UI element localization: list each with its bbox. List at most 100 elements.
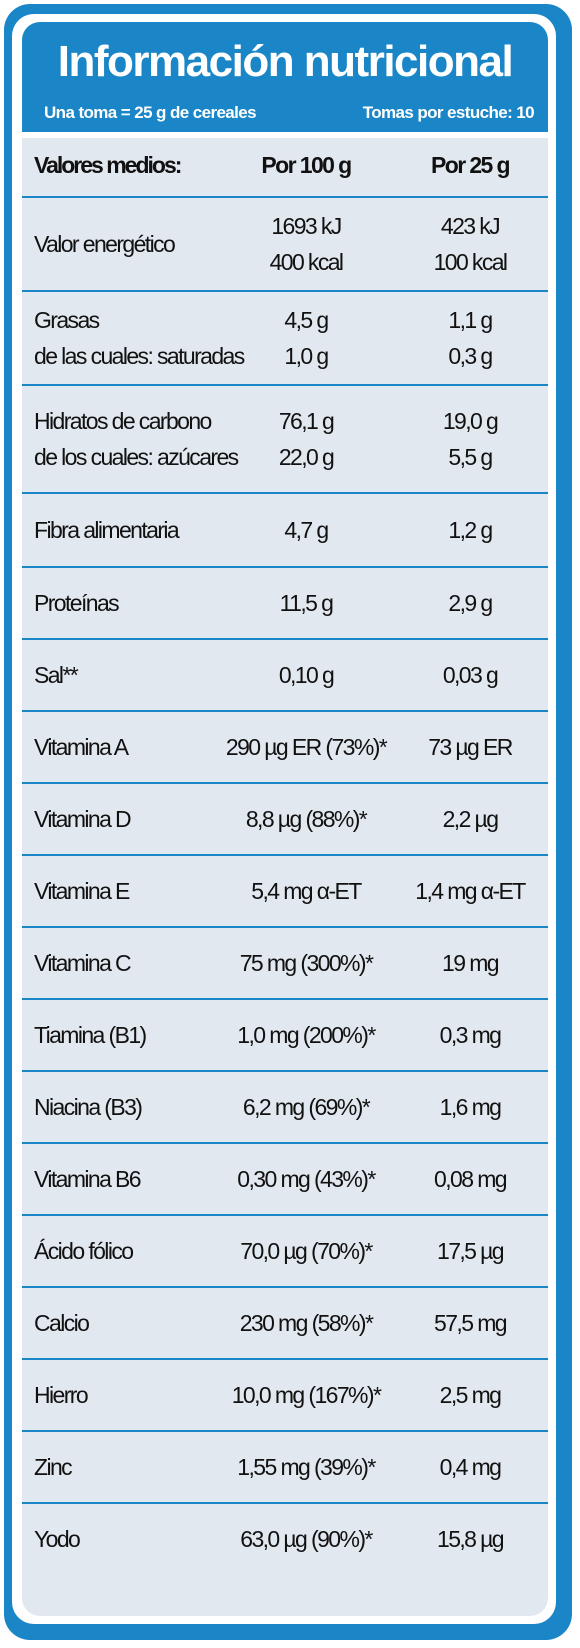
nutrient-name: de los cuales: azúcares: [34, 444, 239, 470]
table-row: Vitamina B6 0,30 mg (43%)* 0,08 mg: [22, 1144, 548, 1214]
value-per-100g: 75 mg (300%)*: [239, 950, 374, 976]
row-divider: [22, 492, 548, 494]
column-header-per-100g: Por 100 g: [261, 152, 352, 178]
value-per-100g: 63,0 µg (90%)*: [240, 1526, 373, 1552]
value-per-25g: 57,5 mg: [434, 1310, 508, 1336]
value-per-25g: 19,0 g: [442, 408, 499, 434]
value-per-25g: 15,8 µg: [437, 1526, 505, 1552]
table-row: Vitamina C 75 mg (300%)* 19 mg: [22, 928, 548, 998]
nutrient-name: Niacina (B3): [34, 1094, 143, 1120]
table-row: Tiamina (B1) 1,0 mg (200%)* 0,3 mg: [22, 1000, 548, 1070]
value-per-100g: 8,8 µg (88%)*: [245, 806, 368, 832]
value-per-100g: 0,30 mg (43%)*: [237, 1166, 376, 1192]
table-row: Hierro 10,0 mg (167%)* 2,5 mg: [22, 1360, 548, 1430]
table-row: Grasas de las cuales: saturadas 4,5 g 1,0 g…: [22, 292, 548, 384]
value-per-100g: 1,55 mg (39%)*: [237, 1454, 376, 1480]
nutrient-name: Yodo: [34, 1526, 81, 1552]
nutrient-name: Vitamina D: [34, 806, 132, 832]
table-row: Zinc 1,55 mg (39%)* 0,4 mg: [22, 1432, 548, 1502]
table-row: Yodo 63,0 µg (90%)* 15,8 µg: [22, 1504, 548, 1574]
value-per-25g: 19 mg: [442, 950, 500, 976]
nutrient-name: de las cuales: saturadas: [34, 343, 245, 369]
value-per-25g: 73 µg ER: [428, 734, 513, 760]
nutrient-name: Vitamina C: [34, 950, 132, 976]
value-per-100g: 70,0 µg (70%)*: [240, 1238, 373, 1264]
row-divider: [22, 1142, 548, 1144]
value-per-25g: 1,4 mg α-ET: [415, 878, 526, 904]
value-per-25g: 1,2 g: [448, 517, 493, 543]
row-divider: [22, 998, 548, 1000]
value-per-100g: 0,10 g: [278, 662, 335, 688]
nutrient-name: Proteínas: [34, 590, 120, 616]
table-row: Vitamina E 5,4 mg α-ET 1,4 mg α-ET: [22, 856, 548, 926]
value-per-100g: 4,7 g: [284, 517, 329, 543]
nutrient-name: Vitamina A: [34, 734, 129, 760]
table-row: Sal** 0,10 g 0,03 g: [22, 640, 548, 710]
row-divider: [22, 782, 548, 784]
value-per-25g: 423 kJ: [440, 213, 501, 239]
row-divider: [22, 1430, 548, 1432]
value-per-100g: 1,0 mg (200%)*: [237, 1022, 376, 1048]
value-per-25g: 0,3 g: [448, 343, 493, 369]
value-per-25g: 0,3 mg: [439, 1022, 502, 1048]
value-per-100g: 290 µg ER (73%)*: [225, 734, 388, 760]
value-per-100g: 230 mg (58%)*: [239, 1310, 374, 1336]
column-header-per-25g: Por 25 g: [431, 152, 511, 178]
value-per-25g: 0,4 mg: [439, 1454, 502, 1480]
row-divider: [22, 1214, 548, 1216]
value-per-100g: 22,0 g: [278, 444, 335, 470]
row-divider: [22, 854, 548, 856]
row-divider: [22, 1070, 548, 1072]
row-divider: [22, 1286, 548, 1288]
nutrient-name: Zinc: [34, 1454, 73, 1480]
row-divider: [22, 290, 548, 292]
table-row: Proteínas 11,5 g 2,9 g: [22, 568, 548, 638]
nutrient-name: Tiamina (B1): [34, 1022, 147, 1048]
value-per-100g: 6,2 mg (69%)*: [242, 1094, 371, 1120]
value-per-25g: 1,1 g: [448, 307, 493, 333]
table-row: Vitamina D 8,8 µg (88%)* 2,2 µg: [22, 784, 548, 854]
value-per-100g: 400 kcal: [269, 249, 344, 275]
nutrient-name: Vitamina E: [34, 878, 130, 904]
table-row: Fibra alimentaria 4,7 g 1,2 g: [22, 494, 548, 566]
value-per-100g: 11,5 g: [279, 590, 334, 616]
value-per-25g: 0,03 g: [442, 662, 499, 688]
nutrient-name: Ácido fólico: [34, 1238, 134, 1264]
value-per-25g: 100 kcal: [433, 249, 508, 275]
row-divider: [22, 196, 548, 198]
nutrition-table: Valores medios: Por 100 g Por 25 g Valor…: [22, 138, 548, 1616]
value-per-25g: 2,5 mg: [439, 1382, 502, 1408]
value-per-100g: 5,4 mg α-ET: [251, 878, 362, 904]
servings-per-box: Tomas por estuche: 10: [362, 103, 535, 122]
table-row: Vitamina A 290 µg ER (73%)* 73 µg ER: [22, 712, 548, 782]
column-header-nutrient: Valores medios:: [34, 152, 182, 178]
nutrient-name: Hidratos de carbono: [34, 408, 212, 434]
value-per-25g: 5,5 g: [448, 444, 493, 470]
value-per-25g: 2,2 µg: [442, 806, 499, 832]
nutrient-name: Vitamina B6: [34, 1166, 142, 1192]
table-row: Ácido fólico 70,0 µg (70%)* 17,5 µg: [22, 1216, 548, 1286]
row-divider: [22, 384, 548, 386]
nutrient-name: Hierro: [34, 1382, 89, 1408]
table-row: Valor energético 1693 kJ 400 kcal 423 kJ 100…: [22, 198, 548, 290]
row-divider: [22, 926, 548, 928]
row-divider: [22, 566, 548, 568]
serving-size: Una toma = 25 g de cereales: [44, 103, 257, 122]
value-per-25g: 2,9 g: [448, 590, 493, 616]
nutrient-name: Valor energético: [34, 231, 176, 257]
value-per-100g: 1693 kJ: [271, 213, 342, 239]
value-per-100g: 1,0 g: [284, 343, 329, 369]
row-divider: [22, 710, 548, 712]
nutrient-name: Grasas: [34, 307, 100, 333]
nutrient-name: Calcio: [34, 1310, 90, 1336]
value-per-100g: 10,0 mg (167%)*: [231, 1382, 382, 1408]
row-divider: [22, 638, 548, 640]
row-divider: [22, 1502, 548, 1504]
nutrient-name: Fibra alimentaria: [34, 517, 180, 543]
table-row: Niacina (B3) 6,2 mg (69%)* 1,6 mg: [22, 1072, 548, 1142]
value-per-100g: 76,1 g: [278, 408, 335, 434]
label-title: Información nutricional: [57, 37, 514, 86]
table-header-row: Valores medios: Por 100 g Por 25 g: [22, 138, 548, 196]
value-per-100g: 4,5 g: [284, 307, 329, 333]
label-header: Información nutricional Una toma = 25 g …: [22, 22, 548, 132]
